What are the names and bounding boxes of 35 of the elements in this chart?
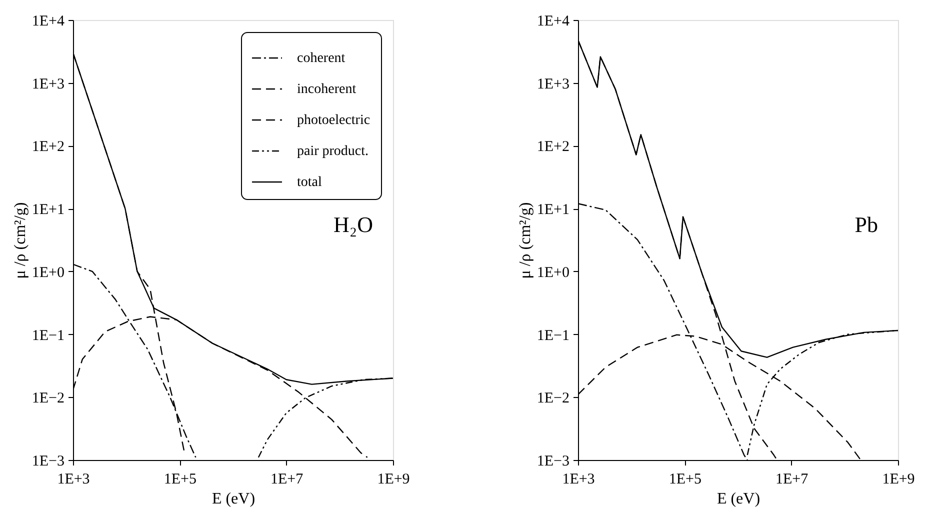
legend-label: incoherent (297, 82, 356, 97)
x-tick-label: 1E+9 (377, 472, 410, 488)
y-axis-title: μ /ρ (cm²/g) (516, 202, 534, 279)
y-tick-label: 1E+4 (32, 14, 65, 30)
x-tick-label: 1E+3 (562, 472, 595, 488)
y-tick-label: 1E+2 (32, 139, 64, 156)
x-tick-label: 1E+7 (270, 472, 304, 488)
x-tick-label: 1E+7 (776, 472, 809, 488)
x-axis-title: E (eV) (212, 490, 256, 508)
y-tick-label: 1E+0 (32, 264, 64, 281)
y-tick-label: 1E−2 (536, 390, 570, 407)
y-tick-label: 1E+3 (536, 76, 570, 92)
annotation: Pb (854, 212, 878, 237)
y-tick-label: 1E−3 (536, 454, 570, 470)
y-tick-label: 1E+3 (32, 76, 64, 92)
y-tick-label: 1E−1 (536, 328, 570, 344)
y-tick-label: 1E+1 (32, 202, 64, 218)
x-tick-label: 1E+5 (668, 472, 702, 488)
y-tick-label: 1E+4 (536, 14, 570, 30)
y-tick-label: 1E−1 (32, 328, 64, 344)
y-tick-label: 1E−2 (32, 390, 64, 407)
legend-label: coherent (297, 51, 346, 66)
x-tick-label: 1E+9 (882, 472, 915, 488)
x-tick-label: 1E+5 (164, 472, 196, 488)
x-tick-label: 1E+3 (57, 472, 90, 488)
legend-label: pair product. (297, 144, 369, 159)
annotation: H₂O (334, 212, 373, 237)
legend-label: photoelectric (297, 113, 370, 128)
y-tick-label: 1E+1 (536, 202, 570, 218)
legend-label: total (297, 175, 322, 190)
x-axis-title: E (eV) (716, 490, 760, 508)
y-axis-title: μ /ρ (cm²/g) (12, 202, 29, 279)
y-tick-label: 1E+2 (536, 139, 570, 156)
y-tick-label: 1E−3 (32, 454, 64, 470)
y-tick-label: 1E+0 (536, 264, 570, 281)
